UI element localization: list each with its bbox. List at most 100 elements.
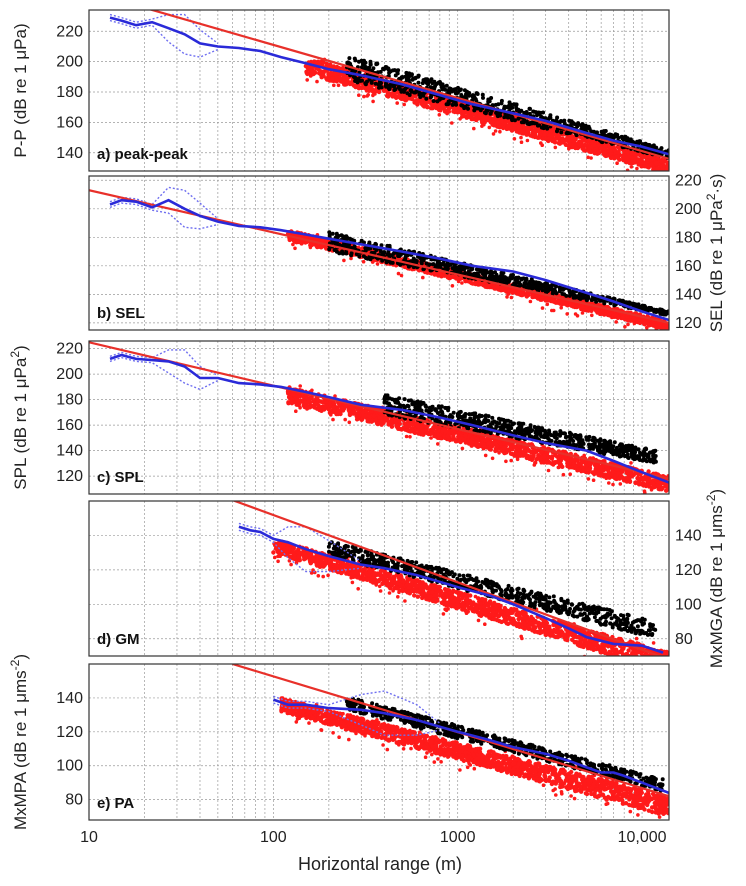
- measured-point: [463, 104, 468, 109]
- y-tick-label: 180: [675, 229, 702, 246]
- modeled-point: [556, 140, 561, 146]
- modeled-outlier: [631, 316, 636, 321]
- modeled-point: [503, 288, 508, 293]
- measured-point: [549, 284, 554, 289]
- measured-point: [406, 78, 411, 83]
- measured-point: [448, 262, 453, 267]
- modeled-outlier: [586, 155, 590, 160]
- modeled-outlier: [553, 145, 558, 150]
- modeled-outlier: [565, 312, 569, 316]
- measured-point: [528, 279, 532, 284]
- modeled-outlier: [512, 137, 517, 141]
- modeled-outlier: [525, 138, 530, 143]
- measured-point: [507, 100, 512, 105]
- measured-point: [416, 80, 421, 85]
- modeled-outlier: [626, 322, 630, 327]
- measured-point: [486, 270, 491, 275]
- modeled-point: [639, 155, 644, 160]
- measured-point: [545, 126, 550, 131]
- modeled-point: [524, 132, 529, 137]
- measured-point: [524, 285, 529, 290]
- modeled-point: [567, 138, 572, 144]
- modeled-point: [659, 159, 664, 164]
- y-tick-label: 220: [56, 23, 83, 40]
- modeled-point: [344, 74, 349, 80]
- measured-point: [482, 268, 487, 273]
- measured-point: [442, 263, 447, 268]
- modeled-point: [306, 65, 311, 70]
- modeled-outlier: [540, 143, 544, 147]
- measured-point: [488, 111, 493, 116]
- modeled-outlier: [337, 66, 341, 70]
- measured-point: [538, 110, 543, 115]
- measured-point: [334, 249, 339, 254]
- plot-area: [89, 341, 669, 494]
- modeled-point: [436, 104, 441, 109]
- measured-point: [386, 66, 391, 71]
- measured-point: [512, 102, 517, 107]
- modeled-outlier: [458, 117, 462, 121]
- spread-lines: [109, 13, 219, 58]
- measured-point: [376, 70, 380, 75]
- measured-point: [574, 294, 579, 299]
- modeled-point: [470, 116, 476, 122]
- measured-point: [545, 289, 550, 294]
- modeled-point: [328, 62, 333, 67]
- modeled-outlier: [519, 140, 524, 144]
- measured-point: [637, 140, 642, 145]
- modeled-outlier: [589, 156, 593, 160]
- measured-point: [475, 106, 480, 110]
- measured-point: [499, 272, 504, 277]
- modeled-point: [559, 299, 565, 304]
- modeled-point: [488, 120, 493, 125]
- modeled-point: [304, 70, 310, 76]
- modeled-outlier: [520, 131, 524, 136]
- measured-point: [353, 58, 358, 63]
- modeled-point: [372, 88, 377, 94]
- modeled-outlier: [445, 111, 449, 116]
- modeled-point: [454, 108, 460, 114]
- modeled-outlier: [332, 83, 336, 88]
- modeled-point: [321, 60, 326, 65]
- measured-point: [456, 85, 460, 90]
- modeled-outlier: [590, 313, 594, 318]
- measured-point: [467, 93, 472, 98]
- y-axis-label: SEL (dB re 1 μPa2·s): [704, 174, 726, 333]
- measured-point: [327, 247, 332, 252]
- modeled-outlier: [336, 83, 341, 88]
- measured-point: [435, 99, 440, 104]
- modeled-outlier: [370, 260, 375, 264]
- modeled-point: [512, 126, 517, 131]
- measured-point: [424, 261, 429, 266]
- measured-point: [330, 231, 335, 236]
- measured-point: [554, 118, 559, 123]
- modeled-point: [540, 294, 545, 299]
- panel-label: a) peak-peak: [97, 146, 189, 163]
- modeled-point: [653, 160, 659, 166]
- measured-point: [393, 73, 398, 78]
- measured-point: [478, 108, 483, 113]
- measured-point: [429, 94, 434, 99]
- modeled-outlier: [396, 271, 401, 276]
- modeled-point: [457, 108, 463, 114]
- modeled-point: [582, 142, 588, 148]
- measured-point: [504, 276, 509, 281]
- measured-point: [411, 76, 416, 81]
- measured-point: [398, 253, 403, 257]
- modeled-outlier: [567, 147, 571, 151]
- modeled-point: [395, 90, 401, 95]
- measured-point: [453, 265, 458, 269]
- modeled-outlier: [493, 129, 498, 133]
- modeled-point: [595, 307, 600, 313]
- measured-point: [527, 106, 532, 111]
- panel-frame: [88, 9, 670, 172]
- measured-point: [371, 66, 376, 71]
- measured-point: [357, 254, 362, 259]
- measured-point: [475, 92, 480, 96]
- modeled-point: [320, 70, 326, 75]
- measured-point: [516, 116, 521, 121]
- y-tick-label: 140: [56, 145, 83, 162]
- measured-point: [466, 106, 470, 111]
